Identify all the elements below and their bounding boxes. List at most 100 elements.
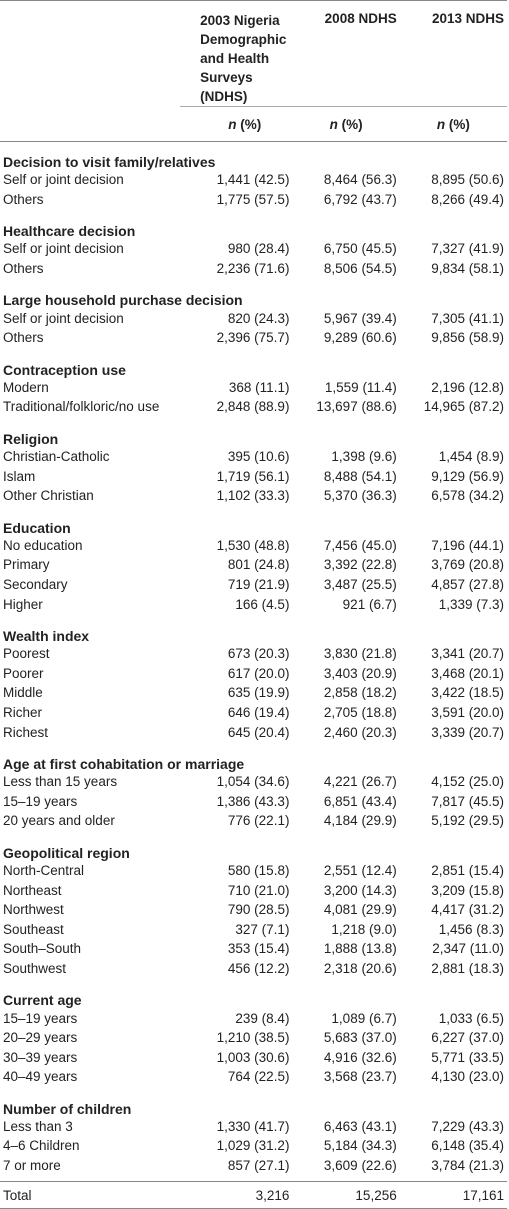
row-label: Poorest (3, 646, 50, 662)
data-row: 7 or more 857 (27.1) 3,609 (22.6) 3,784 (21… (0, 1156, 507, 1176)
section-title: Healthcare decision (3, 223, 136, 240)
data-row: Modern 368 (11.1) 1,559 (11.4) 2,196 (12.8) (0, 378, 507, 398)
section-row: Healthcare decision (0, 209, 507, 239)
unit-symbol: n (329, 116, 338, 132)
row-label: Poorer (3, 665, 44, 681)
data-row: 15–19 years 239 (8.4) 1,089 (6.7) 1,033 (6.… (0, 1008, 507, 1028)
cell: 9,289 (60.6) (323, 330, 397, 346)
cell: 7,327 (41.9) (431, 241, 504, 257)
total-row: Total 3,216 15,256 17,161 (0, 1181, 507, 1209)
cell: 239 (8.4) (235, 1010, 290, 1026)
cell: 580 (15.8) (227, 862, 290, 878)
row-label: South–South (3, 941, 82, 957)
cell: 5,192 (29.5) (431, 813, 504, 829)
cell: 1,530 (48.8) (216, 537, 290, 553)
data-row: Northwest 790 (28.5) 4,081 (29.9) 4,417 (31… (0, 900, 507, 920)
section-row: Education (0, 506, 507, 536)
unit-cell: n (%) (180, 106, 293, 142)
data-row: Others 1,775 (57.5) 6,792 (43.7) 8,266 (49.… (0, 190, 507, 210)
row-label: Others (3, 330, 44, 346)
section-row: Number of children (0, 1087, 507, 1117)
data-row: No education 1,530 (48.8) 7,456 (45.0) 7,19… (0, 536, 507, 556)
cell: 710 (21.0) (227, 882, 290, 898)
data-row: Secondary 719 (21.9) 3,487 (25.5) 4,857 (27… (0, 575, 507, 595)
cell: 327 (7.1) (235, 921, 290, 937)
table-body: Decision to visit family/relatives Self o… (0, 142, 507, 1209)
cell: 4,857 (27.8) (431, 577, 504, 593)
cell: 368 (11.1) (228, 379, 290, 395)
data-row: Poorer 617 (20.0) 3,403 (20.9) 3,468 (20.1) (0, 664, 507, 684)
data-row: Southwest 456 (12.2) 2,318 (20.6) 2,881 (18… (0, 959, 507, 979)
cell: 8,266 (49.4) (431, 191, 504, 207)
data-row: 20 years and older 776 (22.1) 4,184 (29.9)… (0, 811, 507, 831)
section-row: Religion (0, 417, 507, 447)
data-row: Middle 635 (19.9) 2,858 (18.2) 3,422 (18.5) (0, 683, 507, 703)
cell: 4,081 (29.9) (323, 902, 397, 918)
data-row: Richest 645 (20.4) 2,460 (20.3) 3,339 (20.7… (0, 722, 507, 742)
cell: 3,568 (23.7) (323, 1069, 397, 1085)
data-row: 30–39 years 1,003 (30.6) 4,916 (32.6) 5,771… (0, 1047, 507, 1067)
cell: 2,347 (11.0) (432, 941, 504, 957)
row-label: Richer (3, 704, 43, 720)
data-row: Northeast 710 (21.0) 3,200 (14.3) 3,209 (15… (0, 880, 507, 900)
cell: 8,895 (50.6) (431, 172, 504, 188)
header-row: 2003 Nigeria Demographic and Health Surv… (0, 0, 507, 107)
cell: 820 (24.3) (227, 310, 290, 326)
cell: 5,184 (34.3) (323, 1138, 397, 1154)
cell: 1,033 (6.5) (438, 1010, 504, 1026)
unit-row: n (%) n (%) n (%) (0, 106, 507, 142)
cell: 3,591 (20.0) (431, 704, 504, 720)
cell: 1,454 (8.9) (438, 449, 504, 465)
cell: 4,221 (26.7) (323, 774, 397, 790)
cell: 1,218 (9.0) (331, 921, 397, 937)
cell: 3,468 (20.1) (431, 665, 504, 681)
section-title: Religion (3, 430, 59, 447)
cell: 3,339 (20.7) (431, 724, 504, 740)
section-row: Decision to visit family/relatives (0, 142, 507, 170)
cell: 2,196 (12.8) (431, 379, 504, 395)
cell: 14,965 (87.2) (423, 399, 504, 415)
cell: 1,102 (33.3) (216, 488, 290, 504)
cell: 2,396 (75.7) (216, 330, 290, 346)
cell: 4,916 (32.6) (323, 1049, 397, 1065)
cell: 4,417 (31.2) (431, 902, 504, 918)
row-label: 4–6 Children (3, 1138, 80, 1154)
cell: 3,422 (18.5) (431, 685, 504, 701)
data-row: 40–49 years 764 (22.5) 3,568 (23.7) 4,130 (… (0, 1067, 507, 1087)
cell: 1,719 (56.1) (216, 468, 290, 484)
unit-cell: n (%) (292, 106, 400, 142)
data-row: Traditional/folkloric/no use 2,848 (88.9)… (0, 397, 507, 417)
cell: 6,851 (43.4) (323, 793, 397, 809)
row-label: 15–19 years (3, 1010, 78, 1026)
cell: 456 (12.2) (227, 960, 290, 976)
cell: 1,210 (38.5) (216, 1030, 290, 1046)
row-label: Self or joint decision (3, 310, 124, 326)
row-label: Southeast (3, 921, 64, 937)
data-row: South–South 353 (15.4) 1,888 (13.8) 2,347 (… (0, 939, 507, 959)
section-row: Age at first cohabitation or marriage (0, 742, 507, 772)
cell: 673 (20.3) (227, 646, 290, 662)
data-row: Christian-Catholic 395 (10.6) 1,398 (9.6) 1… (0, 447, 507, 467)
section-title: Wealth index (3, 627, 90, 644)
cell: 2,881 (18.3) (431, 960, 504, 976)
data-row: 4–6 Children 1,029 (31.2) 5,184 (34.3) 6,14… (0, 1136, 507, 1156)
cell: 764 (22.5) (227, 1069, 290, 1085)
cell: 1,054 (34.6) (216, 774, 290, 790)
cell: 801 (24.8) (227, 557, 290, 573)
unit-symbol: n (436, 116, 446, 132)
row-label: Southwest (3, 960, 67, 976)
row-label: Northeast (3, 882, 62, 898)
cell: 353 (15.4) (227, 941, 290, 957)
section-row: Wealth index (0, 614, 507, 644)
row-label: 20 years and older (3, 813, 115, 829)
column-header: 2003 Nigeria Demographic and Health Surv… (180, 0, 293, 107)
row-label: Modern (3, 379, 49, 395)
row-label: Higher (3, 596, 43, 612)
cell: 1,339 (7.3) (438, 596, 504, 612)
cell: 5,683 (37.0) (323, 1030, 397, 1046)
row-label: Other Christian (3, 488, 94, 504)
cell: 7,456 (45.0) (323, 537, 397, 553)
data-row: 15–19 years 1,386 (43.3) 6,851 (43.4) 7,817… (0, 791, 507, 811)
unit-suffix: (%) (240, 116, 262, 132)
cell: 9,834 (58.1) (431, 261, 504, 277)
